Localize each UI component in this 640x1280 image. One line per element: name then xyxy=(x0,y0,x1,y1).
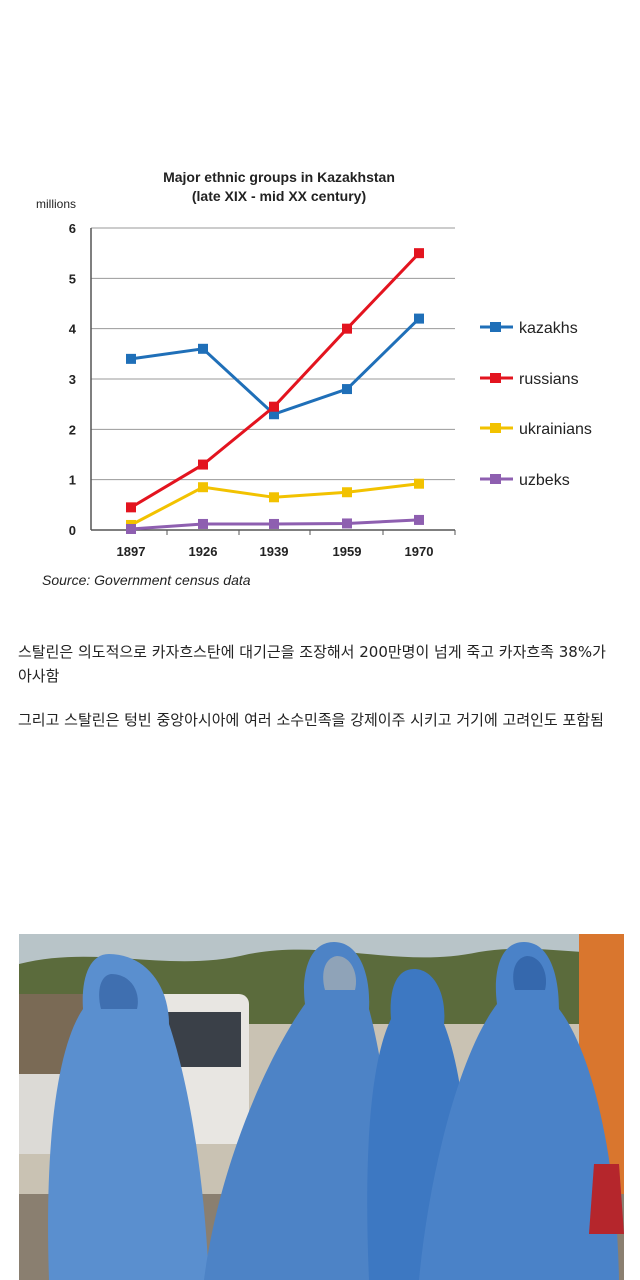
x-tick-label: 1939 xyxy=(260,544,289,559)
legend-label-ukrainians: ukrainians xyxy=(519,421,592,438)
data-point-uzbeks xyxy=(126,523,136,534)
data-point-kazakhs xyxy=(269,409,279,420)
chart-title: Major ethnic groups in Kazakhstan xyxy=(163,169,395,185)
y-tick-label: 6 xyxy=(69,221,76,236)
data-point-ukrainians xyxy=(414,478,424,489)
data-point-uzbeks xyxy=(269,518,279,529)
y-axis-label: millions xyxy=(36,197,76,211)
data-point-uzbeks xyxy=(198,518,208,529)
legend-marker-ukrainians xyxy=(490,423,501,433)
y-tick-label: 0 xyxy=(69,523,76,538)
chart-svg: Major ethnic groups in Kazakhstan (late X… xyxy=(36,169,592,588)
burqa-photo-illustration xyxy=(19,934,624,1280)
x-tick-label: 1959 xyxy=(333,544,362,559)
data-point-russians xyxy=(414,248,424,259)
data-point-kazakhs xyxy=(414,313,424,324)
data-point-ukrainians xyxy=(269,492,279,503)
chart-source: Source: Government census data xyxy=(42,572,251,588)
data-point-kazakhs xyxy=(198,343,208,354)
series-line-kazakhs xyxy=(130,317,421,416)
data-point-kazakhs xyxy=(126,353,136,364)
y-tick-label: 2 xyxy=(69,422,76,437)
legend-marker-kazakhs xyxy=(490,322,501,332)
x-tick-label: 1897 xyxy=(117,544,146,559)
legend-marker-uzbeks xyxy=(490,474,501,484)
ethnic-groups-chart: Major ethnic groups in Kazakhstan (late X… xyxy=(0,150,640,600)
x-tick-label: 1926 xyxy=(189,544,218,559)
series-line-russians xyxy=(130,252,421,509)
legend-label-russians: russians xyxy=(519,371,579,388)
series-line-ukrainians xyxy=(130,482,420,527)
y-tick-label: 3 xyxy=(69,372,76,387)
post-paragraph-1: 스탈린은 의도적으로 카자흐스탄에 대기근을 조장해서 200만명이 넘게 죽고… xyxy=(18,643,606,685)
data-point-kazakhs xyxy=(342,384,352,395)
data-point-ukrainians xyxy=(342,487,352,498)
data-point-russians xyxy=(342,323,352,334)
y-tick-label: 1 xyxy=(69,473,76,488)
post-paragraph-2: 그리고 스탈린은 텅빈 중앙아시아에 여러 소수민족을 강제이주 시키고 거기에… xyxy=(18,711,604,729)
chart-subtitle: (late XIX - mid XX century) xyxy=(192,188,366,204)
data-point-uzbeks xyxy=(414,514,424,525)
y-tick-label: 5 xyxy=(69,271,76,286)
data-point-uzbeks xyxy=(342,518,352,529)
data-point-russians xyxy=(269,401,279,412)
data-point-russians xyxy=(126,502,136,513)
y-tick-label: 4 xyxy=(69,322,77,337)
legend-label-kazakhs: kazakhs xyxy=(519,320,578,337)
legend-marker-russians xyxy=(490,373,501,383)
data-point-russians xyxy=(198,459,208,470)
data-point-ukrainians xyxy=(198,482,208,493)
x-tick-label: 1970 xyxy=(405,544,434,559)
legend-label-uzbeks: uzbeks xyxy=(519,472,570,489)
women-in-burqas-photo xyxy=(19,934,624,1280)
